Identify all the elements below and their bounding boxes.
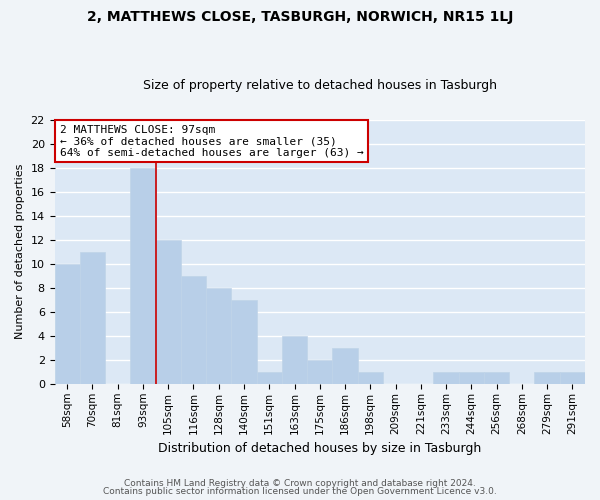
Bar xyxy=(433,372,458,384)
Text: Contains HM Land Registry data © Crown copyright and database right 2024.: Contains HM Land Registry data © Crown c… xyxy=(124,478,476,488)
Bar xyxy=(307,360,332,384)
Bar xyxy=(155,240,181,384)
Bar xyxy=(535,372,560,384)
Bar xyxy=(80,252,105,384)
Bar xyxy=(358,372,383,384)
Bar xyxy=(282,336,307,384)
Bar xyxy=(55,264,80,384)
Text: Contains public sector information licensed under the Open Government Licence v3: Contains public sector information licen… xyxy=(103,487,497,496)
Bar xyxy=(257,372,282,384)
Bar xyxy=(130,168,155,384)
Text: 2 MATTHEWS CLOSE: 97sqm
← 36% of detached houses are smaller (35)
64% of semi-de: 2 MATTHEWS CLOSE: 97sqm ← 36% of detache… xyxy=(60,125,364,158)
Bar xyxy=(232,300,257,384)
Bar xyxy=(560,372,585,384)
Title: Size of property relative to detached houses in Tasburgh: Size of property relative to detached ho… xyxy=(143,79,497,92)
Bar xyxy=(332,348,358,384)
Text: 2, MATTHEWS CLOSE, TASBURGH, NORWICH, NR15 1LJ: 2, MATTHEWS CLOSE, TASBURGH, NORWICH, NR… xyxy=(87,10,513,24)
Bar xyxy=(206,288,232,384)
Y-axis label: Number of detached properties: Number of detached properties xyxy=(15,164,25,340)
Bar xyxy=(484,372,509,384)
Bar xyxy=(181,276,206,384)
X-axis label: Distribution of detached houses by size in Tasburgh: Distribution of detached houses by size … xyxy=(158,442,481,455)
Bar xyxy=(458,372,484,384)
